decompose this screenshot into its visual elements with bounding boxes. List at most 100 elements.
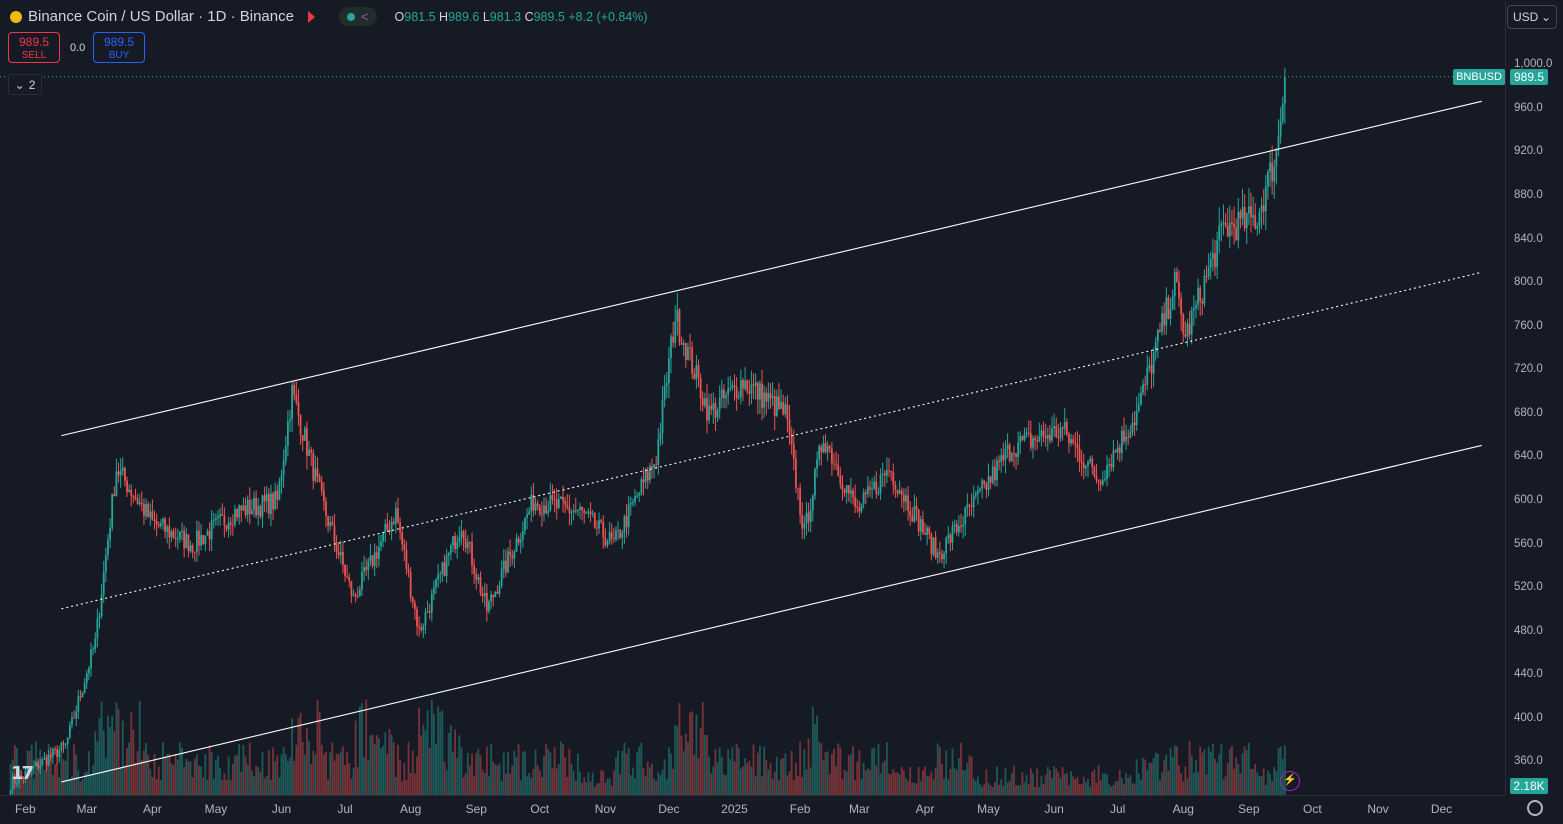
- sell-button[interactable]: 989.5 SELL: [8, 32, 60, 63]
- volume-bar: [771, 778, 774, 795]
- candle-body: [193, 551, 196, 553]
- volume-bar: [691, 711, 694, 795]
- volume-bar: [416, 756, 418, 795]
- volume-bar: [377, 738, 380, 795]
- time-axis[interactable]: Feb Mar Apr May Jun Jul Aug Sep Oct Nov Dec 2025 Feb…: [0, 795, 1505, 824]
- volume-bar: [1023, 782, 1026, 795]
- volume-bar: [1053, 766, 1056, 795]
- candle-body: [1097, 479, 1100, 482]
- buy-button[interactable]: 989.5 BUY: [93, 32, 145, 63]
- volume-bar: [369, 735, 372, 795]
- indicators-toggle-button[interactable]: ⌄ 2: [8, 74, 42, 95]
- candle-body: [1163, 313, 1166, 326]
- volume-bar: [153, 753, 156, 795]
- volume-bar: [280, 754, 283, 795]
- candle-body: [883, 473, 886, 476]
- volume-bar: [593, 786, 596, 795]
- candle-body: [238, 505, 241, 518]
- candle-body: [756, 382, 759, 400]
- candle-body: [202, 535, 205, 545]
- volume-bar: [500, 781, 503, 795]
- volume-bar: [225, 779, 228, 795]
- volume-bar: [115, 702, 118, 795]
- volume-bar: [881, 762, 884, 795]
- volume-bar: [695, 714, 698, 795]
- currency-select[interactable]: USD ⌄: [1507, 5, 1557, 29]
- candle-body: [693, 373, 696, 379]
- volume-bar: [869, 769, 871, 795]
- volume-bar: [96, 741, 99, 795]
- volume-bar: [528, 773, 531, 795]
- candlesticks: [9, 67, 1286, 795]
- volume-bar: [20, 769, 23, 795]
- channel-line-middle: [61, 271, 1482, 610]
- volume-bar: [1082, 776, 1085, 795]
- candle-body: [60, 742, 63, 751]
- candle-body: [473, 565, 476, 574]
- volume-bar: [1199, 746, 1202, 795]
- candle-body: [634, 496, 636, 503]
- symbol-title[interactable]: Binance Coin / US Dollar · 1D · Binance: [28, 8, 294, 25]
- candle-body: [521, 530, 524, 540]
- candle-body: [123, 467, 126, 481]
- volume-bar: [1013, 765, 1015, 795]
- volume-bar: [909, 766, 912, 795]
- volume-bar: [45, 754, 48, 795]
- candle-body: [191, 545, 194, 552]
- volume-bar: [168, 753, 171, 795]
- volume-bar: [680, 735, 683, 795]
- volume-bar: [223, 773, 226, 795]
- candle-body: [638, 493, 641, 496]
- volume-bar: [1120, 778, 1123, 795]
- volume-bar: [107, 715, 109, 795]
- candle-body: [862, 492, 865, 504]
- market-status-pill[interactable]: <: [338, 7, 377, 26]
- volume-bar: [786, 775, 789, 795]
- time-tick-label: Jun: [1044, 802, 1064, 816]
- volume-bar: [602, 770, 605, 795]
- candle-body: [369, 555, 372, 561]
- candle-body: [1277, 136, 1280, 149]
- candle-body: [225, 525, 228, 530]
- volume-bar: [1178, 765, 1180, 795]
- volume-bar: [394, 777, 397, 795]
- candle-body: [517, 538, 520, 543]
- candle-body: [477, 577, 480, 580]
- candle-body: [41, 759, 44, 766]
- flag-icon[interactable]: [307, 10, 315, 23]
- lightning-icon[interactable]: ⚡: [1280, 771, 1300, 791]
- volume-bar: [1184, 766, 1187, 795]
- volume-bar: [1080, 784, 1083, 795]
- volume-bar: [255, 765, 258, 795]
- time-tick-label: Aug: [399, 802, 422, 816]
- volume-bar: [960, 743, 962, 795]
- volume-bar: [373, 744, 376, 795]
- candle-body: [873, 481, 876, 490]
- candle-body: [879, 474, 882, 494]
- candle-body: [555, 499, 558, 508]
- candle-body: [788, 419, 791, 435]
- volume-bar: [513, 750, 516, 795]
- volume-bar: [109, 726, 111, 795]
- volume-bar: [206, 779, 209, 795]
- candle-body: [418, 626, 421, 628]
- tradingview-logo-icon[interactable]: 17: [11, 763, 34, 784]
- candle-body: [898, 490, 901, 494]
- candle-body: [1057, 437, 1060, 439]
- volume-bar: [583, 777, 586, 795]
- volume-bar: [629, 775, 632, 795]
- volume-bar: [684, 733, 687, 795]
- time-tick-label: Nov: [594, 802, 617, 816]
- volume-bar: [111, 716, 114, 795]
- volume-bar: [1269, 773, 1271, 795]
- price-chart[interactable]: [0, 0, 1505, 795]
- candle-body: [456, 541, 459, 550]
- settings-icon[interactable]: [1527, 800, 1543, 816]
- volume-bar: [1260, 775, 1263, 795]
- candle-body: [83, 682, 86, 693]
- candle-body: [344, 565, 346, 576]
- candle-body: [526, 514, 528, 518]
- candle-body: [775, 396, 778, 417]
- price-axis[interactable]: 1,040.01,000.0960.0920.0880.0840.0800.07…: [1505, 0, 1563, 795]
- candle-body: [866, 486, 869, 495]
